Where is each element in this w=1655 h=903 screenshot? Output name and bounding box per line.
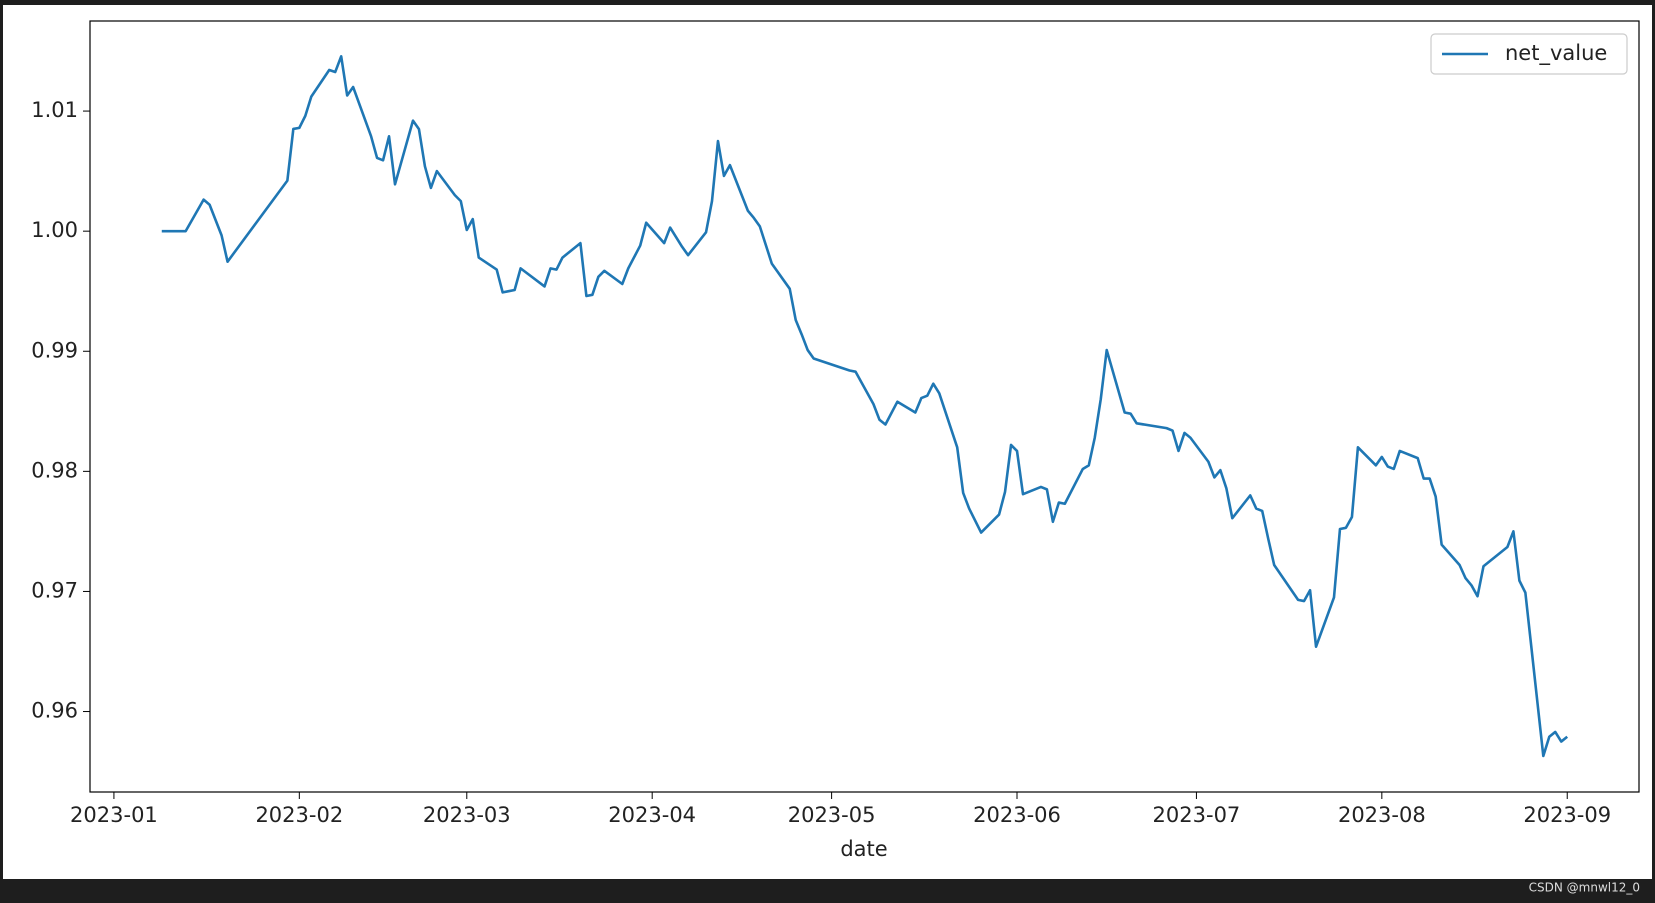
x-tick-label: 2023-09 (1523, 803, 1611, 827)
plot-frame (89, 20, 1640, 793)
x-tick-label: 2023-01 (70, 803, 158, 827)
y-tick-label: 0.96 (31, 699, 78, 723)
legend-box (1430, 33, 1628, 75)
watermark: CSDN @mnwl12_0 (1529, 881, 1640, 895)
legend-label: net_value (1505, 41, 1607, 66)
x-tick-label: 2023-02 (255, 803, 343, 827)
data-line (161, 55, 1569, 758)
x-tick-label: 2023-03 (423, 803, 511, 827)
y-tick-label: 0.98 (31, 458, 78, 482)
x-tick-label: 2023-05 (788, 803, 876, 827)
figure-background (3, 5, 1652, 879)
y-tick-label: 0.97 (31, 578, 78, 602)
y-tick-label: 0.99 (31, 338, 78, 362)
x-tick-label: 2023-06 (973, 803, 1061, 827)
x-tick-label: 2023-08 (1338, 803, 1426, 827)
x-tick-label: 2023-04 (608, 803, 696, 827)
x-axis-label: date (840, 837, 887, 861)
y-tick-label: 1.01 (31, 98, 78, 122)
y-tick-label: 1.00 (31, 218, 78, 242)
x-tick-label: 2023-07 (1153, 803, 1241, 827)
